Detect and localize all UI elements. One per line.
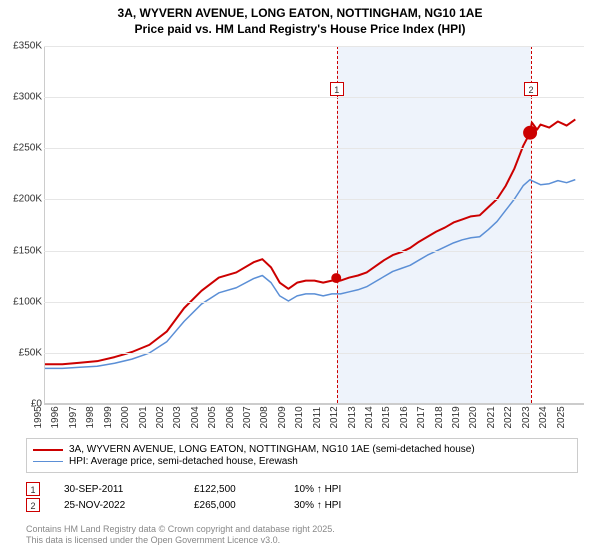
x-tick-label: 2015 bbox=[381, 406, 392, 428]
legend: 3A, WYVERN AVENUE, LONG EATON, NOTTINGHA… bbox=[26, 438, 578, 473]
x-tick-label: 2006 bbox=[225, 406, 236, 428]
marker-dot bbox=[331, 273, 341, 283]
footnote-line-1: Contains HM Land Registry data © Crown c… bbox=[26, 524, 335, 534]
x-tick-label: 2009 bbox=[277, 406, 288, 428]
plot-area: 12 bbox=[44, 46, 584, 404]
x-tick-label: 2010 bbox=[294, 406, 305, 428]
x-tick-label: 2018 bbox=[434, 406, 445, 428]
legend-label: 3A, WYVERN AVENUE, LONG EATON, NOTTINGHA… bbox=[69, 444, 475, 455]
legend-label: HPI: Average price, semi-detached house,… bbox=[69, 456, 298, 467]
x-tick-label: 2003 bbox=[172, 406, 183, 428]
marker-table-row: 1 30-SEP-2011£122,50010% ↑ HPI bbox=[26, 482, 578, 496]
marker-table-n: 1 bbox=[26, 482, 40, 496]
x-tick-label: 2021 bbox=[486, 406, 497, 428]
x-tick-label: 2011 bbox=[312, 407, 323, 429]
x-tick-label: 2008 bbox=[259, 406, 270, 428]
x-tick-label: 2025 bbox=[556, 406, 567, 428]
series-hpi bbox=[45, 180, 575, 369]
x-tick-label: 2013 bbox=[347, 406, 358, 428]
chart-container: 3A, WYVERN AVENUE, LONG EATON, NOTTINGHA… bbox=[0, 0, 600, 560]
marker-table-row: 2 25-NOV-2022£265,00030% ↑ HPI bbox=[26, 498, 578, 512]
marker-table-date: 30-SEP-2011 bbox=[64, 484, 194, 495]
x-tick-label: 1997 bbox=[68, 406, 79, 428]
legend-swatch bbox=[33, 449, 63, 451]
y-tick-label: £300K bbox=[4, 92, 42, 103]
x-tick-label: 2002 bbox=[155, 406, 166, 428]
x-tick-label: 2012 bbox=[329, 406, 340, 428]
x-tick-label: 1996 bbox=[50, 406, 61, 428]
x-tick-label: 1998 bbox=[85, 406, 96, 428]
x-tick-label: 2024 bbox=[538, 406, 549, 428]
y-tick-label: £350K bbox=[4, 41, 42, 52]
x-tick-label: 2001 bbox=[138, 406, 149, 428]
x-tick-label: 2004 bbox=[190, 406, 201, 428]
grid-line bbox=[44, 97, 584, 98]
marker-table: 1 30-SEP-2011£122,50010% ↑ HPI 2 25-NOV-202… bbox=[26, 480, 578, 514]
grid-line bbox=[44, 148, 584, 149]
chart-title: 3A, WYVERN AVENUE, LONG EATON, NOTTINGHA… bbox=[0, 0, 600, 37]
x-tick-label: 2000 bbox=[120, 406, 131, 428]
grid-line bbox=[44, 353, 584, 354]
grid-line bbox=[44, 404, 584, 405]
x-tick-label: 2017 bbox=[416, 406, 427, 428]
y-tick-label: £250K bbox=[4, 143, 42, 154]
x-tick-label: 2014 bbox=[364, 406, 375, 428]
title-line-2: Price paid vs. HM Land Registry's House … bbox=[135, 22, 466, 36]
grid-line bbox=[44, 46, 584, 47]
footnote: Contains HM Land Registry data © Crown c… bbox=[26, 524, 335, 547]
grid-line bbox=[44, 302, 584, 303]
marker-table-pct: 10% ↑ HPI bbox=[294, 484, 394, 495]
chart-area: 12 £0£50K£100K£150K£200K£250K£300K£350K1… bbox=[4, 46, 596, 430]
y-tick-label: £50K bbox=[4, 347, 42, 358]
marker-table-date: 25-NOV-2022 bbox=[64, 500, 194, 511]
marker-dot bbox=[523, 126, 537, 140]
grid-line bbox=[44, 251, 584, 252]
legend-item: 3A, WYVERN AVENUE, LONG EATON, NOTTINGHA… bbox=[33, 444, 571, 455]
legend-swatch bbox=[33, 461, 63, 462]
x-tick-label: 2023 bbox=[521, 406, 532, 428]
title-line-1: 3A, WYVERN AVENUE, LONG EATON, NOTTINGHA… bbox=[118, 6, 483, 20]
y-tick-label: £200K bbox=[4, 194, 42, 205]
footnote-line-2: This data is licensed under the Open Gov… bbox=[26, 535, 280, 545]
x-tick-label: 1995 bbox=[33, 406, 44, 428]
marker-table-price: £122,500 bbox=[194, 484, 294, 495]
series-svg bbox=[45, 46, 584, 403]
x-tick-label: 2022 bbox=[503, 406, 514, 428]
x-tick-label: 2005 bbox=[207, 406, 218, 428]
y-tick-label: £100K bbox=[4, 296, 42, 307]
x-tick-label: 2016 bbox=[399, 406, 410, 428]
x-tick-label: 1999 bbox=[103, 406, 114, 428]
x-tick-label: 2020 bbox=[468, 406, 479, 428]
marker-table-price: £265,000 bbox=[194, 500, 294, 511]
legend-item: HPI: Average price, semi-detached house,… bbox=[33, 456, 571, 467]
marker-table-n: 2 bbox=[26, 498, 40, 512]
y-tick-label: £150K bbox=[4, 245, 42, 256]
grid-line bbox=[44, 199, 584, 200]
x-tick-label: 2007 bbox=[242, 406, 253, 428]
marker-table-pct: 30% ↑ HPI bbox=[294, 500, 394, 511]
series-price_paid bbox=[45, 119, 575, 364]
x-tick-label: 2019 bbox=[451, 406, 462, 428]
